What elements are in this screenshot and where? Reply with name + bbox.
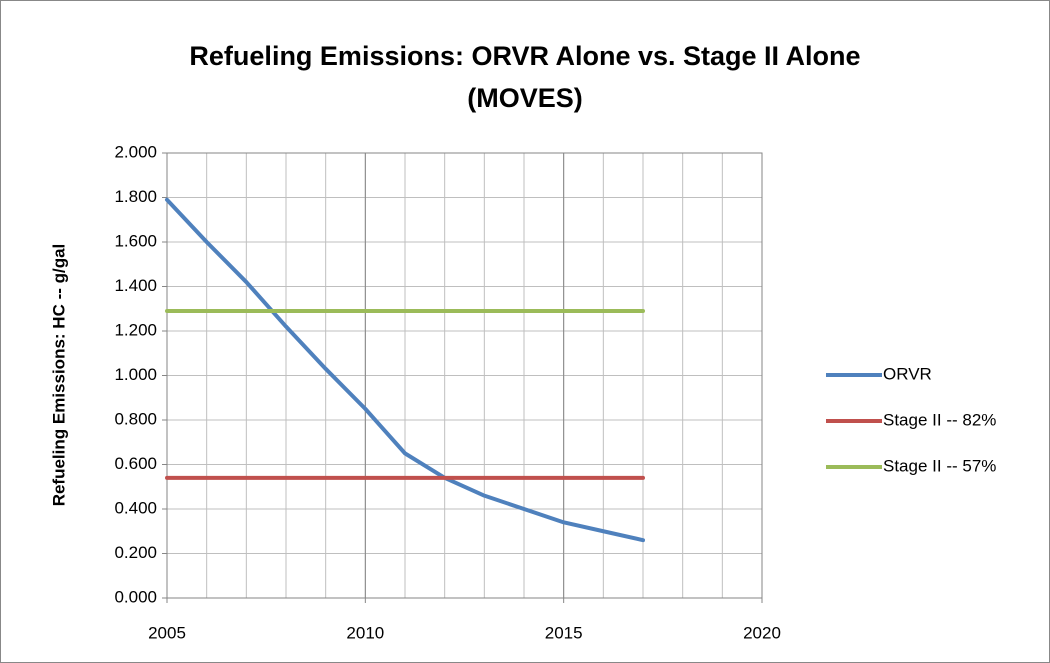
legend-label: ORVR [883,364,932,383]
y-tick-label: 0.600 [114,454,157,473]
y-tick-label: 1.200 [114,320,157,339]
y-tick-label: 1.400 [114,276,157,295]
line-series [165,197,645,543]
y-tick-label: 0.800 [114,409,157,428]
legend-label: Stage II -- 82% [883,410,996,429]
x-tick-label: 2015 [545,623,583,642]
x-tick-label: 2005 [148,623,186,642]
y-tick-label: 0.400 [114,498,157,517]
y-tick-label: 0.200 [114,543,157,562]
x-tick-label: 2010 [346,623,384,642]
chart-title: (MOVES) [467,83,583,113]
y-tick-label: 2.000 [114,142,157,161]
x-tick-label: 2020 [743,623,781,642]
y-tick-label: 1.600 [114,231,157,250]
y-tick-label: 0.000 [114,587,157,606]
legend-label: Stage II -- 57% [883,456,996,475]
plot-border [166,152,763,599]
y-tick-label: 1.000 [114,365,157,384]
chart-title: Refueling Emissions: ORVR Alone vs. Stag… [189,41,860,71]
y-axis-label: Refueling Emissions: HC -- g/gal [49,244,68,507]
y-tick-label: 1.800 [114,187,157,206]
